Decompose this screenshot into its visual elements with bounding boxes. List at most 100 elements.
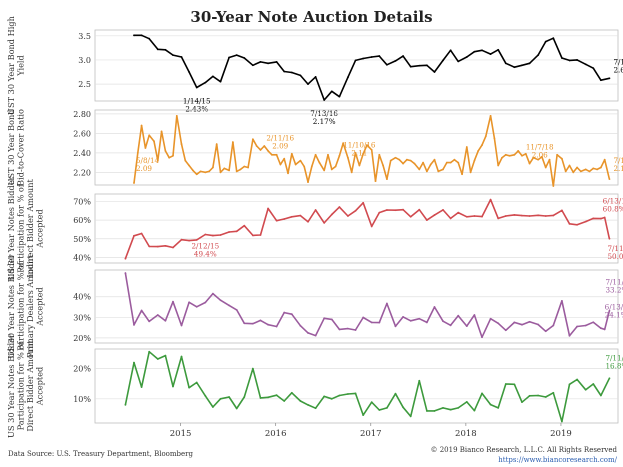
data-point (287, 172, 289, 175)
data-point (469, 171, 472, 174)
data-point (592, 321, 595, 324)
data-point (195, 173, 198, 176)
annotation-value: 2.43% (185, 104, 208, 113)
data-point (489, 317, 492, 320)
y-tick-label: 50% (73, 235, 91, 244)
data-point (481, 392, 483, 395)
data-point (433, 306, 436, 308)
data-point (508, 154, 511, 157)
data-point (521, 214, 523, 217)
data-point (358, 164, 361, 167)
data-point (347, 393, 349, 395)
annotation-value: 2.09 (272, 142, 288, 151)
data-point (513, 213, 516, 216)
data-point (275, 153, 278, 156)
data-point (418, 379, 421, 382)
data-point (144, 147, 147, 149)
data-point (263, 145, 266, 147)
data-point (572, 171, 575, 174)
data-point (513, 321, 516, 324)
data-point (528, 394, 531, 397)
y-tick-label: 2.5 (78, 80, 91, 89)
annotation-date: 7/11/19 (607, 244, 623, 253)
data-point (489, 403, 492, 406)
data-point (347, 156, 349, 159)
data-point (599, 166, 602, 169)
data-point (537, 323, 540, 326)
data-point (219, 299, 222, 302)
data-point (592, 383, 595, 385)
y-axis-label: Accepted (35, 287, 45, 327)
data-point (199, 170, 202, 173)
plot-frame (94, 193, 619, 264)
data-point (524, 152, 527, 155)
data-point (160, 130, 163, 133)
data-point (556, 153, 559, 156)
data-point (409, 159, 412, 162)
data-point (382, 164, 385, 167)
website-link[interactable]: https://www.biancoresearch.com/ (498, 456, 617, 464)
data-point (148, 245, 151, 248)
data-point (347, 76, 349, 79)
data-point (314, 407, 317, 410)
y-tick-label: 10% (73, 395, 91, 404)
data-point (584, 324, 587, 327)
data-point (445, 161, 448, 164)
data-point (175, 114, 178, 117)
data-point (544, 330, 547, 333)
data-point (386, 63, 388, 66)
data-point (437, 170, 440, 173)
data-point (204, 394, 207, 397)
data-point (386, 178, 388, 181)
series-line (124, 350, 611, 423)
data-point (283, 218, 286, 220)
data-point (219, 234, 222, 236)
data-point (267, 207, 269, 210)
data-point (219, 80, 222, 83)
data-point (457, 406, 460, 409)
annotation-value: 16.8% (605, 361, 623, 370)
data-point (465, 400, 468, 403)
data-point (283, 400, 286, 402)
annotation-value: 2.13 (613, 164, 623, 173)
data-point (212, 75, 214, 78)
data-point (584, 168, 587, 171)
panel-4: 20% 30% 40% US 30 Year Notes Bidder Particip… (6, 254, 623, 358)
data-point (541, 155, 543, 158)
data-point (564, 170, 567, 173)
annotation-value: 2.06 (532, 150, 548, 159)
data-point (576, 325, 579, 328)
panel-3: 40% 50% 60% 70% US 30 Year Notes Bidder Parti… (6, 176, 623, 280)
y-axis-label: Primary Dealers Amount (25, 254, 35, 357)
data-point (270, 153, 273, 156)
data-point (394, 60, 397, 62)
data-point (168, 156, 171, 159)
y-tick-label: 3.5 (78, 32, 91, 41)
annotation-value: 60.8% (603, 204, 623, 213)
data-point (235, 170, 238, 173)
data-point (283, 70, 286, 73)
data-point (259, 234, 262, 236)
data-point (599, 327, 602, 330)
data-point (584, 388, 587, 391)
data-point (378, 153, 381, 156)
data-point (457, 211, 460, 214)
data-point (299, 400, 302, 402)
data-point (528, 62, 531, 65)
data-point (188, 71, 191, 73)
data-point (560, 299, 563, 302)
data-point (521, 323, 523, 326)
data-point (148, 134, 151, 137)
data-point (425, 321, 428, 324)
data-point (497, 48, 500, 51)
data-point (402, 162, 404, 165)
y-tick-label: 20% (73, 334, 91, 343)
data-point (228, 169, 230, 172)
data-point (481, 215, 483, 218)
annotation-date: 7/11/19 (605, 353, 623, 362)
data-point (362, 152, 365, 155)
data-point (442, 168, 444, 171)
data-point (235, 308, 238, 311)
y-tick-label: 60% (73, 216, 91, 225)
